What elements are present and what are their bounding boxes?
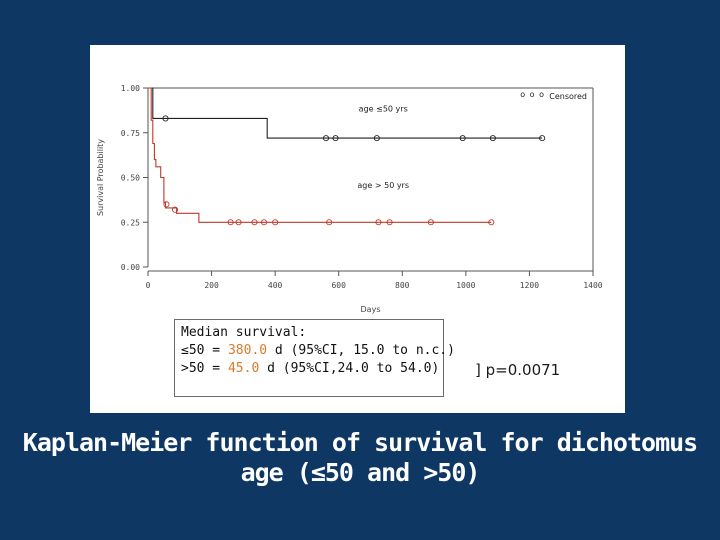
censor-mark-series-1 — [332, 135, 339, 142]
x-tick-label: 800 — [395, 281, 410, 290]
censor-mark-series-2 — [251, 219, 258, 226]
x-tick-label: 1200 — [520, 281, 539, 290]
censor-mark-series-2 — [326, 219, 333, 226]
x-tick-label: 400 — [268, 281, 283, 290]
censor-mark-series-2 — [260, 219, 268, 226]
censor-mark-series-1 — [322, 135, 330, 142]
km-plot: 0.00 0.25 0.50 0.75 1.00 0 200 400 600 800 1000 120… — [96, 84, 603, 314]
median-le50-prefix: ≤50 = — [181, 343, 228, 358]
x-tick-label: 0 — [146, 281, 151, 290]
censor-mark-series-1 — [539, 135, 546, 142]
median-le50-value: 380.0 — [227, 343, 268, 358]
km-curve-series-1 — [148, 87, 543, 139]
y-tick-label: 0.25 — [121, 218, 140, 227]
censor-mark-series-2 — [171, 206, 179, 213]
censor-mark-series-1 — [373, 135, 380, 142]
censor-mark-series-2 — [272, 219, 279, 226]
legend-marker: o o o — [520, 90, 545, 99]
censor-mark-series-2 — [163, 201, 170, 208]
median-survival-title: Median survival: — [181, 325, 307, 340]
median-line-gt50: >50 = 45.0 d (95%CI,24.0 to 54.0) — [181, 360, 440, 378]
slide-caption: Kaplan-Meier function of survival for di… — [0, 428, 720, 488]
censor-mark-series-1 — [162, 115, 169, 122]
y-tick-label: 0.75 — [121, 129, 140, 138]
legend-label: Censored — [549, 92, 587, 101]
censor-mark-series-1 — [459, 135, 466, 142]
censor-mark-series-2 — [427, 219, 434, 226]
median-gt50-ci: d (95%CI,24.0 to 54.0) — [259, 361, 440, 376]
logrank-p-value: ] p=0.0071 — [475, 361, 561, 379]
series-label-le50: age ≤50 yrs — [359, 104, 408, 113]
median-le50-ci: d (95%CI, 15.0 to n.c.) — [267, 343, 455, 358]
censor-mark-series-2 — [235, 219, 242, 226]
x-tick-label: 600 — [331, 281, 346, 290]
caption-line-1: Kaplan-Meier function of survival for di… — [22, 428, 698, 457]
x-tick-label: 1000 — [456, 281, 475, 290]
median-gt50-prefix: >50 = — [181, 361, 228, 376]
y-tick-label: 1.00 — [121, 84, 140, 93]
censor-mark-series-2 — [375, 219, 382, 226]
km-curve-series-2 — [148, 87, 492, 223]
censor-mark-series-2 — [488, 219, 495, 226]
series-label-gt50: age > 50 yrs — [357, 181, 409, 190]
x-tick-label: 1400 — [583, 281, 602, 290]
censor-mark-series-2 — [386, 219, 393, 226]
x-axis-label: Days — [361, 305, 381, 314]
censor-mark-series-2 — [227, 219, 234, 226]
censor-mark-series-1 — [489, 135, 496, 142]
median-line-le50: ≤50 = 380.0 d (95%CI, 15.0 to n.c.) — [181, 342, 455, 360]
y-axis-label: Survival Probability — [96, 139, 105, 216]
x-tick-label: 200 — [204, 281, 219, 290]
median-gt50-value: 45.0 — [227, 361, 260, 376]
median-survival-box: Median survival: ≤50 = 380.0 d (95%CI, 1… — [174, 319, 455, 397]
caption-line-2: age (≤50 and >50) — [240, 458, 481, 487]
y-tick-label: 0.00 — [121, 263, 140, 272]
figure-panel: 0.00 0.25 0.50 0.75 1.00 0 200 400 600 800 1000 120… — [90, 45, 625, 413]
y-tick-label: 0.50 — [121, 174, 140, 183]
